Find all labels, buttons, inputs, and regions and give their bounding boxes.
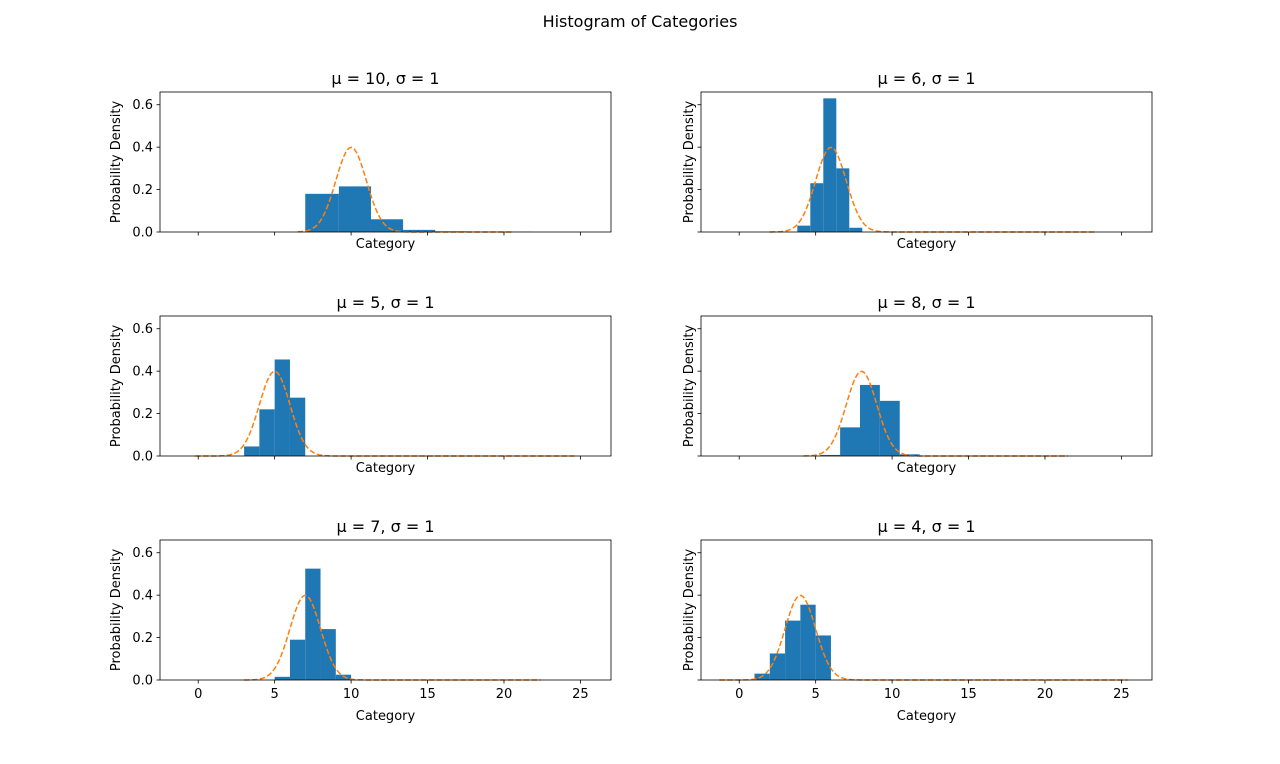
- histogram-bar: [274, 676, 290, 680]
- x-tick-label: 25: [572, 687, 589, 702]
- axes-frame: [700, 315, 1153, 457]
- figure-title: Histogram of Categories: [542, 12, 738, 31]
- histogram-bar: [823, 98, 837, 232]
- histogram-bar: [274, 359, 290, 456]
- subplot-2: μ = 6, σ = 1 Category Probability Density: [682, 69, 1153, 252]
- histogram-bar: [810, 183, 824, 232]
- x-tick-label: 5: [812, 687, 820, 702]
- histogram-bar: [305, 568, 321, 680]
- histogram-bar: [840, 427, 860, 456]
- y-tick-label: 0.0: [132, 226, 153, 241]
- x-axis-label: Category: [897, 237, 957, 252]
- y-axis-label: Probability Density: [682, 549, 697, 672]
- subplot-1: 0.0 0.2 0.4 0.6 μ = 10, σ = 1 Category Probabi…: [109, 69, 612, 252]
- histogram-bar: [289, 639, 306, 680]
- subplot-title: μ = 6, σ = 1: [877, 69, 975, 88]
- histogram-bar: [800, 604, 816, 680]
- x-axis-label: Category: [897, 709, 957, 724]
- histogram-bar: [335, 674, 352, 680]
- y-axis-label: Probability Density: [109, 325, 124, 448]
- x-tick-label: 25: [1113, 687, 1130, 702]
- x-tick-label: 0: [194, 687, 202, 702]
- x-axis-label: Category: [356, 461, 416, 476]
- y-axis-label: Probability Density: [682, 101, 697, 224]
- normal-curve: [195, 370, 575, 457]
- y-tick-label: 0.4: [132, 365, 153, 380]
- axes-frame: [159, 539, 612, 681]
- x-tick-label: 20: [496, 687, 513, 702]
- x-tick-label: 5: [271, 687, 279, 702]
- normal-curve: [244, 594, 541, 681]
- histogram-bar: [815, 635, 831, 680]
- y-tick-label: 0.6: [132, 322, 153, 337]
- histogram-bar: [820, 454, 841, 456]
- y-tick-label: 0.2: [132, 183, 153, 198]
- histogram-bar: [403, 229, 436, 232]
- x-axis-label: Category: [356, 237, 416, 252]
- y-tick-label: 0.4: [132, 589, 153, 604]
- axes-frame: [159, 315, 612, 457]
- axes-frame: [700, 539, 1153, 681]
- axes-frame: [700, 91, 1153, 233]
- y-tick-label: 0.2: [132, 407, 153, 422]
- x-tick-label: 10: [343, 687, 360, 702]
- x-tick-label: 20: [1037, 687, 1054, 702]
- subplot-3: 0.0 0.2 0.4 0.6 μ = 5, σ = 1 Category Probabil…: [109, 293, 612, 476]
- x-tick-label: 0: [735, 687, 743, 702]
- histogram-bar: [370, 219, 404, 232]
- subplot-title: μ = 5, σ = 1: [336, 293, 434, 312]
- histogram-bar: [769, 653, 786, 680]
- subplot-title: μ = 8, σ = 1: [877, 293, 975, 312]
- histogram-bar: [879, 400, 900, 456]
- y-tick-label: 0.0: [132, 674, 153, 689]
- y-tick-label: 0.0: [132, 450, 153, 465]
- y-tick-label: 0.2: [132, 631, 153, 646]
- x-tick-label: 10: [884, 687, 901, 702]
- y-axis-label: Probability Density: [109, 101, 124, 224]
- histogram-bar: [836, 168, 850, 232]
- subplot-title: μ = 7, σ = 1: [336, 517, 434, 536]
- x-axis-label: Category: [897, 461, 957, 476]
- y-axis-label: Probability Density: [109, 549, 124, 672]
- histogram-bar: [338, 186, 371, 232]
- histogram-bar: [785, 620, 801, 680]
- histogram-bar: [305, 193, 339, 232]
- histogram-bar: [259, 409, 275, 456]
- histogram-bar: [860, 384, 880, 456]
- x-tick-label: 15: [960, 687, 977, 702]
- subplot-4: μ = 8, σ = 1 Category Probability Density: [682, 293, 1153, 476]
- x-tick-label: 15: [419, 687, 436, 702]
- histogram-bar: [797, 225, 811, 232]
- axes-frame: [159, 91, 612, 233]
- y-tick-label: 0.6: [132, 98, 153, 113]
- subplot-6: 0 5 10 15 20 25 μ = 4, σ = 1 Category Probabilit…: [682, 517, 1153, 724]
- histogram-bar: [849, 227, 863, 232]
- y-tick-label: 0.4: [132, 141, 153, 156]
- y-axis-label: Probability Density: [682, 325, 697, 448]
- subplot-5: 0 5 10 15 20 25 0.0 0.2 0.4 0.6 μ = 7, σ = 1 Catego…: [109, 517, 612, 724]
- x-axis-label: Category: [356, 709, 416, 724]
- histogram-bar: [244, 446, 260, 456]
- y-tick-label: 0.6: [132, 546, 153, 561]
- subplot-title: μ = 10, σ = 1: [331, 69, 439, 88]
- subplot-title: μ = 4, σ = 1: [877, 517, 975, 536]
